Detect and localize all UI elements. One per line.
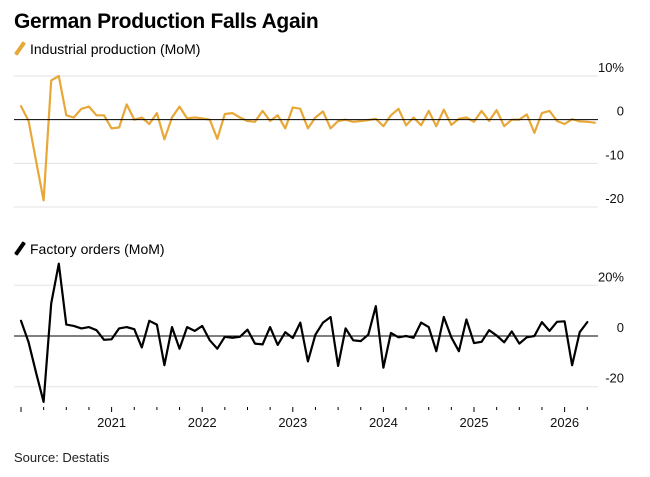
series-line-orders bbox=[19, 262, 589, 403]
x-tick-label: 2024 bbox=[369, 415, 398, 430]
y-tick-label-orders: 20% bbox=[598, 269, 624, 284]
y-tick-label-industrial: 10% bbox=[598, 60, 624, 75]
legend-factory-orders: Factory orders (MoM) bbox=[14, 241, 165, 257]
y-tick-label-orders: 0 bbox=[617, 320, 624, 335]
legend-label-orders: Factory orders (MoM) bbox=[30, 241, 165, 257]
y-tick-label-industrial: -20 bbox=[605, 191, 624, 206]
x-tick-label: 2025 bbox=[460, 415, 489, 430]
y-tick-label-orders: -20 bbox=[605, 371, 624, 386]
chart-title: German Production Falls Again bbox=[14, 10, 319, 33]
y-tick-label-industrial: -10 bbox=[605, 147, 624, 162]
legend-label-industrial: Industrial production (MoM) bbox=[30, 41, 201, 57]
x-tick-label: 2022 bbox=[188, 415, 217, 430]
x-tick-label: 2026 bbox=[550, 415, 579, 430]
series-line-industrial bbox=[19, 74, 596, 202]
legend-industrial-production: Industrial production (MoM) bbox=[14, 41, 200, 57]
y-tick-label-industrial: 0 bbox=[617, 104, 624, 119]
x-tick-label: 2023 bbox=[278, 415, 307, 430]
source-note: Source: Destatis bbox=[14, 450, 110, 465]
x-tick-label: 2021 bbox=[97, 415, 126, 430]
